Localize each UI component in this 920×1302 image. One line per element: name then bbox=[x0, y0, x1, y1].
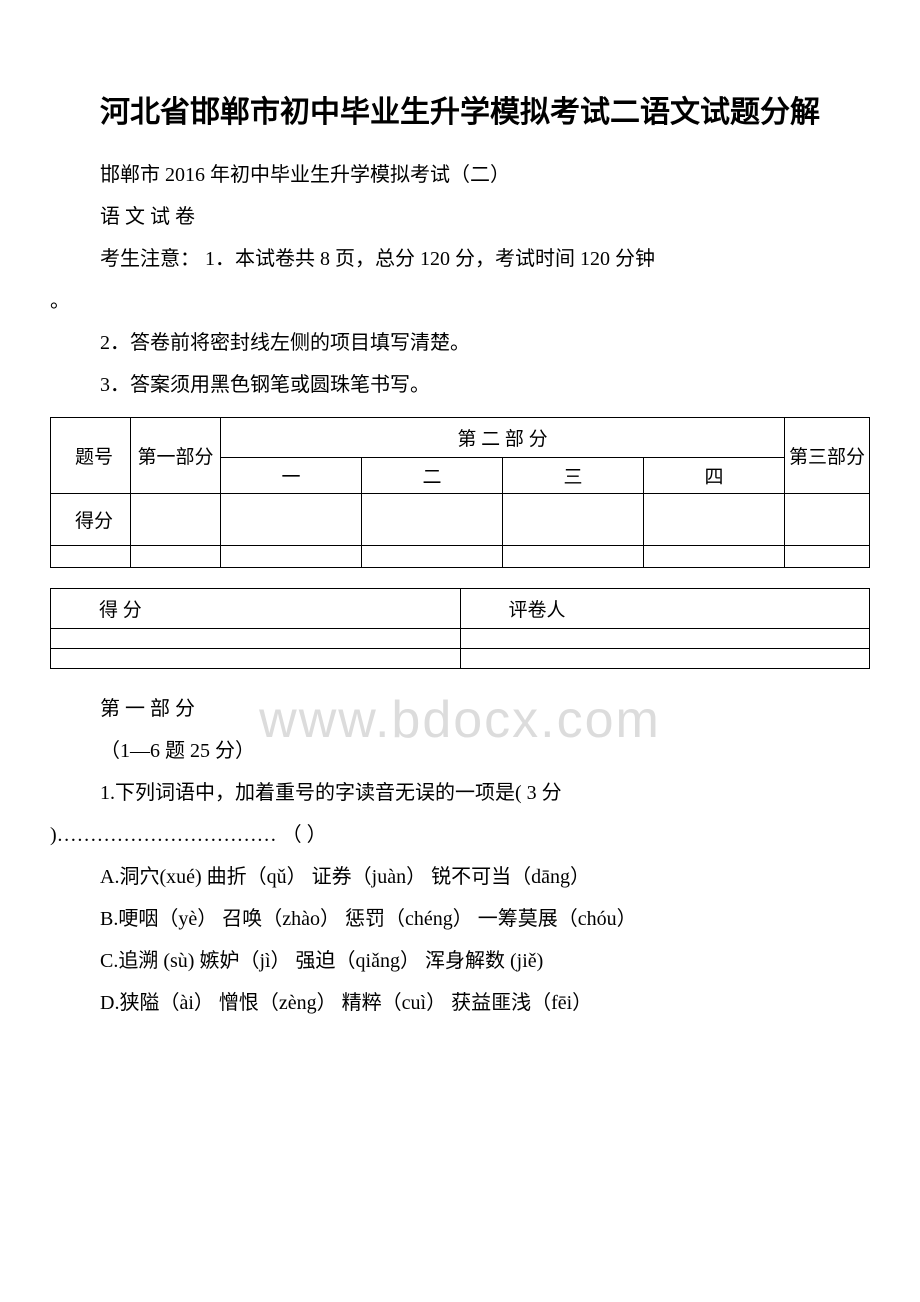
cell-part2: 第 二 部 分 bbox=[221, 418, 785, 458]
cell-empty bbox=[131, 546, 221, 568]
cell-part1: 第一部分 bbox=[131, 418, 221, 494]
cell-empty bbox=[51, 649, 461, 669]
cell-score-label: 得分 bbox=[51, 494, 131, 546]
cell-grader: 评卷人 bbox=[460, 589, 870, 629]
cell-empty bbox=[785, 494, 870, 546]
option-a: A.洞穴(xué) 曲折（qǔ） 证券（juàn） 锐不可当（dāng） bbox=[50, 857, 870, 897]
document-content: 河北省邯郸市初中毕业生升学模拟考试二语文试题分解 邯郸市 2016 年初中毕业生… bbox=[50, 90, 870, 1023]
grader-table: 得 分 评卷人 bbox=[50, 588, 870, 669]
cell-sub-2: 二 bbox=[362, 458, 503, 494]
cell-empty bbox=[644, 546, 785, 568]
cell-sub-1: 一 bbox=[221, 458, 362, 494]
part-range: （1—6 题 25 分） bbox=[50, 731, 870, 771]
table-row: 得 分 评卷人 bbox=[51, 589, 870, 629]
cell-empty bbox=[221, 546, 362, 568]
question-1-stem: 1.下列词语中，加着重号的字读音无误的一项是( 3 分 bbox=[50, 773, 870, 813]
cell-empty bbox=[785, 546, 870, 568]
part-title: 第 一 部 分 bbox=[50, 689, 870, 729]
cell-score: 得 分 bbox=[51, 589, 461, 629]
cell-empty bbox=[131, 494, 221, 546]
cell-empty bbox=[460, 629, 870, 649]
cell-sub-3: 三 bbox=[503, 458, 644, 494]
cell-empty bbox=[362, 494, 503, 546]
table-row bbox=[51, 649, 870, 669]
cell-empty bbox=[51, 629, 461, 649]
cell-empty bbox=[460, 649, 870, 669]
instruction-3: 3．答案须用黑色钢笔或圆珠笔书写。 bbox=[50, 365, 870, 405]
option-d: D.狭隘（ài） 憎恨（zèng） 精粹（cuì） 获益匪浅（fēi） bbox=[50, 983, 870, 1023]
table-row: 得分 bbox=[51, 494, 870, 546]
subject-line: 语 文 试 卷 bbox=[50, 197, 870, 237]
instruction-2: 2．答卷前将密封线左侧的项目填写清楚。 bbox=[50, 323, 870, 363]
option-c: C.追溯 (sù) 嫉妒（jì） 强迫（qiǎng） 浑身解数 (jiě) bbox=[50, 941, 870, 981]
cell-empty bbox=[51, 546, 131, 568]
option-b: B.哽咽（yè） 召唤（zhào） 惩罚（chéng） 一筹莫展（chóu） bbox=[50, 899, 870, 939]
document-title: 河北省邯郸市初中毕业生升学模拟考试二语文试题分解 bbox=[50, 90, 870, 135]
cell-part3: 第三部分 bbox=[785, 418, 870, 494]
cell-empty bbox=[221, 494, 362, 546]
question-1-stem-cont: )…………………………… （ ） bbox=[50, 815, 870, 855]
table-row bbox=[51, 629, 870, 649]
cell-sub-4: 四 bbox=[644, 458, 785, 494]
exam-header: 邯郸市 2016 年初中毕业生升学模拟考试（二） bbox=[50, 155, 870, 195]
table-row: 题号 第一部分 第 二 部 分 第三部分 bbox=[51, 418, 870, 458]
cell-empty bbox=[503, 494, 644, 546]
instruction-1-cont: 。 bbox=[50, 281, 870, 321]
cell-question-number: 题号 bbox=[51, 418, 131, 494]
cell-empty bbox=[644, 494, 785, 546]
score-summary-table: 题号 第一部分 第 二 部 分 第三部分 一 二 三 四 得分 bbox=[50, 417, 870, 568]
cell-empty bbox=[503, 546, 644, 568]
cell-empty bbox=[362, 546, 503, 568]
instruction-1: 考生注意： 1．本试卷共 8 页，总分 120 分，考试时间 120 分钟 bbox=[50, 239, 870, 279]
table-row bbox=[51, 546, 870, 568]
